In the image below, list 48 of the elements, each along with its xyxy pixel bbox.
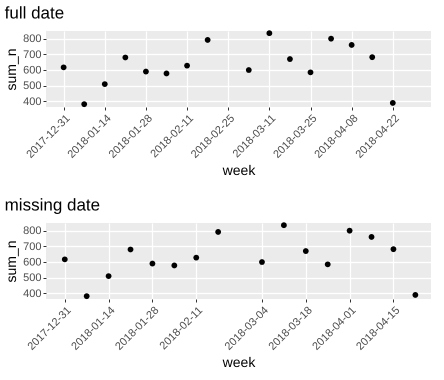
point: [308, 69, 314, 76]
point: [412, 292, 418, 298]
point: [280, 222, 287, 228]
point: [204, 37, 211, 43]
point: [324, 261, 331, 268]
y-tick-label: 400: [23, 288, 42, 300]
point: [122, 54, 128, 60]
point: [390, 246, 396, 252]
point: [128, 246, 134, 252]
y-axis-title: sum_n: [3, 240, 20, 283]
y-tick-label: 600: [23, 256, 42, 269]
point: [368, 234, 374, 240]
y-tick-label: 800: [23, 33, 42, 46]
point: [348, 42, 355, 48]
point: [171, 262, 178, 268]
x-axis-title: week: [222, 162, 256, 178]
y-tick-label: 700: [23, 240, 42, 253]
point: [150, 260, 156, 266]
point: [102, 81, 108, 88]
y-axis-title: sum_n: [3, 48, 20, 91]
chart-title: missing date: [4, 195, 100, 214]
chart-title: full date: [4, 3, 64, 22]
point: [164, 70, 170, 76]
y-tick-label: 400: [23, 96, 42, 108]
y-tick-label: 500: [23, 272, 42, 284]
point: [106, 273, 112, 280]
point: [143, 68, 149, 74]
x-axis-title: week: [222, 354, 256, 370]
point: [328, 36, 334, 42]
y-tick-label: 800: [23, 225, 42, 238]
point: [390, 100, 396, 106]
point: [287, 56, 293, 62]
point: [193, 254, 200, 261]
point: [259, 259, 265, 265]
point: [266, 30, 272, 36]
point: [215, 229, 222, 235]
y-tick-label: 700: [23, 48, 42, 61]
point: [184, 62, 190, 69]
point: [246, 67, 252, 73]
point: [302, 248, 309, 254]
point: [60, 64, 67, 70]
point: [62, 256, 68, 262]
point: [369, 54, 376, 60]
point: [346, 228, 353, 234]
y-tick-label: 600: [23, 64, 42, 77]
point: [84, 293, 90, 300]
y-tick-label: 500: [23, 80, 42, 92]
point: [81, 101, 88, 108]
